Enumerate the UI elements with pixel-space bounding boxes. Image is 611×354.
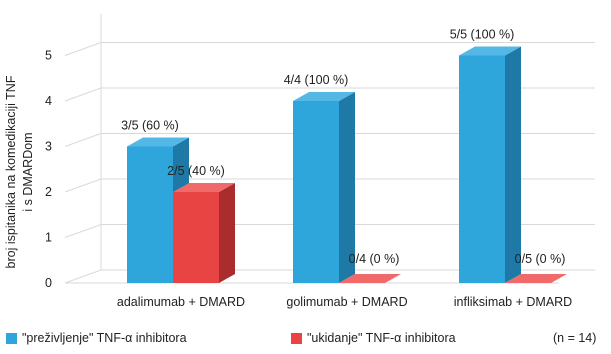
bar-0-0 — [127, 137, 189, 283]
bar-1-2-top — [505, 274, 567, 283]
x-axis-categories: adalimumab + DMARD golimumab + DMARD infli… — [117, 295, 572, 309]
data-label: 0/4 (0 %) — [349, 252, 400, 266]
legend: "preživljenje" TNF-α inhibitora "ukidanj… — [0, 331, 611, 351]
y-axis-ticks: 0 1 2 3 4 5 — [45, 49, 52, 291]
category-label: adalimumab + DMARD — [117, 295, 245, 309]
legend-item-discontinuation: "ukidanje" TNF-α inhibitora — [291, 331, 456, 345]
legend-item-survival: "preživljenje" TNF-α inhibitora — [6, 331, 187, 345]
bar-0-2-side — [505, 46, 521, 283]
category-label: golimumab + DMARD — [286, 295, 407, 309]
data-label: 5/5 (100 %) — [450, 28, 515, 42]
bar-0-0-top — [127, 137, 189, 147]
data-label: 0/5 (0 %) — [515, 252, 566, 266]
bar-1-1 — [339, 274, 401, 283]
bar-1-0-side — [219, 183, 235, 283]
legend-label-survival: "preživljenje" TNF-α inhibitora — [22, 331, 187, 345]
sample-size-note: (n = 14) — [553, 331, 597, 345]
bar-0-1-side — [339, 92, 355, 283]
y-tick-label: 1 — [45, 231, 52, 245]
legend-label-discontinuation: "ukidanje" TNF-α inhibitora — [307, 331, 456, 345]
bar-0-2-top — [459, 46, 521, 56]
y-tick-label: 3 — [45, 140, 52, 154]
y-axis-label-line-2: i s DMARDom — [21, 132, 35, 211]
data-label: 2/5 (40 %) — [167, 164, 225, 178]
bar-1-0 — [173, 183, 235, 283]
bar-1-0-top — [173, 183, 235, 192]
bars — [127, 46, 567, 283]
y-tick-label: 0 — [45, 276, 52, 290]
bar-1-1-top — [339, 274, 401, 283]
legend-swatch-survival — [6, 332, 17, 344]
y-tick-label: 5 — [45, 49, 52, 63]
bar-0-2 — [459, 46, 521, 283]
bar-0-0-front — [127, 146, 173, 283]
bar-0-1 — [293, 92, 355, 283]
gridlines — [64, 13, 595, 284]
bar-0-2-front — [459, 55, 505, 283]
y-tick-label: 2 — [45, 185, 52, 199]
data-label: 3/5 (60 %) — [121, 119, 179, 133]
legend-swatch-discontinuation — [291, 332, 302, 344]
bar-1-0-front — [173, 192, 219, 283]
y-axis-label-line-1: broj ispitanika na komedikaciji TNF — [4, 75, 18, 268]
category-label: infliksimab + DMARD — [454, 295, 572, 309]
bar-0-1-top — [293, 92, 355, 101]
bar-1-2 — [505, 274, 567, 283]
bar-0-1-front — [293, 101, 339, 283]
y-tick-label: 4 — [45, 94, 52, 108]
data-label: 4/4 (100 %) — [284, 73, 349, 87]
data-labels: 3/5 (60 %) 2/5 (40 %) 4/4 (100 %) 0/4 (0 %)… — [121, 28, 565, 267]
